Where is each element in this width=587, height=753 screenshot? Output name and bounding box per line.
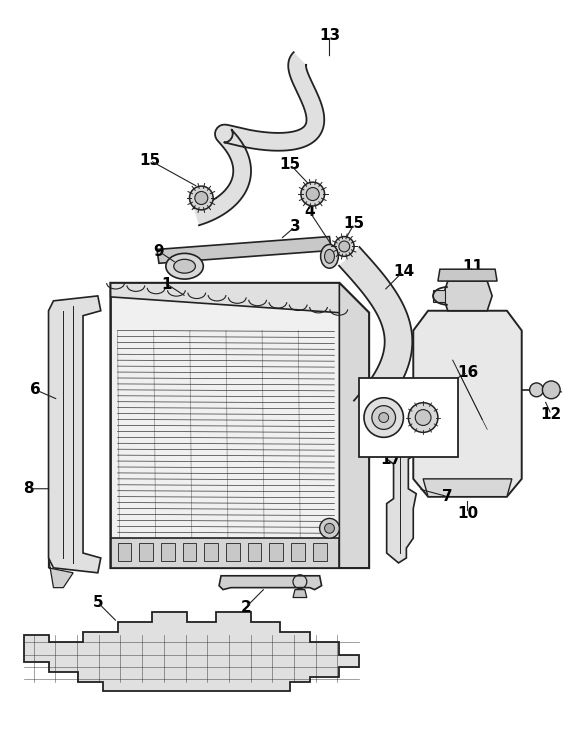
Polygon shape: [49, 558, 73, 587]
Text: 9: 9: [154, 244, 164, 259]
Polygon shape: [413, 311, 522, 497]
Text: 7: 7: [443, 489, 453, 505]
Ellipse shape: [166, 253, 203, 279]
Text: 2: 2: [240, 600, 251, 615]
Ellipse shape: [325, 249, 335, 264]
Bar: [183, 543, 197, 561]
Text: 14: 14: [393, 264, 414, 279]
Circle shape: [542, 381, 560, 399]
Polygon shape: [423, 479, 512, 497]
Circle shape: [409, 403, 438, 432]
Bar: [204, 543, 218, 561]
Bar: [433, 290, 445, 302]
Circle shape: [529, 383, 544, 397]
Polygon shape: [219, 576, 322, 590]
Bar: [110, 538, 339, 568]
Polygon shape: [339, 247, 412, 419]
Bar: [161, 543, 175, 561]
Polygon shape: [194, 52, 324, 225]
Bar: [248, 543, 261, 561]
Polygon shape: [110, 283, 369, 568]
Text: 10: 10: [457, 506, 478, 521]
Circle shape: [195, 191, 208, 205]
Text: 6: 6: [31, 383, 41, 398]
Circle shape: [372, 406, 396, 429]
Polygon shape: [339, 283, 369, 568]
Text: 4: 4: [305, 204, 315, 219]
Circle shape: [325, 523, 335, 533]
Text: 8: 8: [23, 481, 34, 496]
Bar: [269, 543, 283, 561]
Text: 16: 16: [457, 364, 478, 380]
Ellipse shape: [321, 245, 338, 268]
Polygon shape: [438, 270, 497, 281]
Ellipse shape: [174, 259, 195, 273]
Text: 15: 15: [343, 216, 365, 231]
Polygon shape: [24, 612, 359, 691]
Circle shape: [306, 187, 319, 200]
Polygon shape: [110, 283, 369, 312]
Polygon shape: [293, 590, 307, 598]
Bar: [226, 543, 239, 561]
Circle shape: [364, 398, 403, 437]
Circle shape: [301, 182, 325, 206]
Bar: [359, 378, 458, 457]
Text: 17: 17: [380, 452, 401, 467]
Polygon shape: [387, 434, 416, 563]
Bar: [291, 543, 305, 561]
Text: 15: 15: [140, 153, 161, 168]
Circle shape: [379, 413, 389, 422]
Polygon shape: [443, 281, 492, 311]
Circle shape: [190, 186, 213, 210]
Bar: [139, 543, 153, 561]
Text: 12: 12: [541, 407, 562, 422]
Text: 15: 15: [279, 157, 301, 172]
Text: 1: 1: [161, 276, 172, 291]
Text: 3: 3: [289, 219, 301, 234]
Bar: [117, 543, 131, 561]
Circle shape: [335, 236, 354, 256]
Polygon shape: [157, 236, 332, 264]
Text: 5: 5: [93, 595, 103, 610]
Circle shape: [339, 241, 350, 252]
Text: 13: 13: [319, 29, 340, 44]
Circle shape: [320, 518, 339, 538]
Circle shape: [415, 410, 431, 425]
Bar: [313, 543, 326, 561]
Text: 11: 11: [462, 259, 483, 274]
Polygon shape: [49, 296, 101, 573]
